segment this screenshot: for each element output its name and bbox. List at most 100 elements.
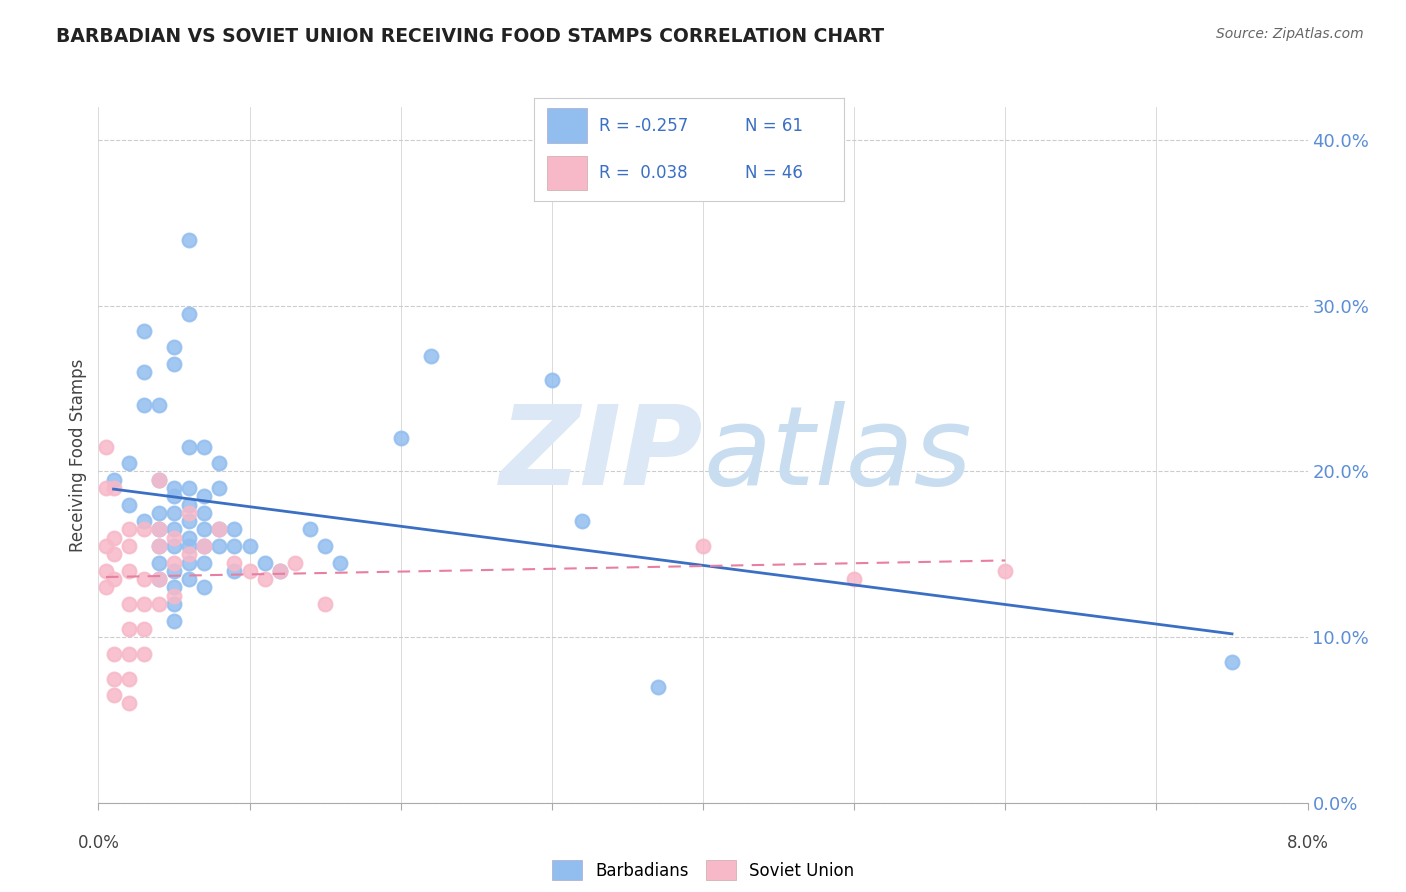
Point [314, 597, 336, 611]
Point [193, 581, 215, 595]
Text: N = 61: N = 61 [745, 117, 803, 135]
FancyBboxPatch shape [547, 108, 586, 144]
Point [132, 647, 155, 661]
Point [224, 564, 246, 578]
Point [224, 539, 246, 553]
Point [148, 539, 170, 553]
Point [239, 539, 262, 553]
Point [132, 324, 155, 338]
Point [179, 514, 201, 528]
Point [132, 597, 155, 611]
Point [193, 506, 215, 520]
Point [1220, 655, 1243, 669]
Point [179, 481, 201, 495]
Point [148, 597, 170, 611]
Point [179, 233, 201, 247]
Point [844, 572, 866, 586]
Point [193, 523, 215, 537]
Point [163, 614, 186, 628]
Point [118, 647, 141, 661]
Text: BARBADIAN VS SOVIET UNION RECEIVING FOOD STAMPS CORRELATION CHART: BARBADIAN VS SOVIET UNION RECEIVING FOOD… [56, 27, 884, 45]
Point [208, 539, 231, 553]
Point [103, 547, 125, 561]
Y-axis label: Receiving Food Stamps: Receiving Food Stamps [69, 359, 87, 551]
Point [118, 523, 141, 537]
Point [179, 572, 201, 586]
Point [224, 523, 246, 537]
Point [103, 473, 125, 487]
Text: atlas: atlas [703, 401, 972, 508]
Point [179, 498, 201, 512]
Point [994, 564, 1017, 578]
Point [103, 531, 125, 545]
Point [148, 398, 170, 412]
Point [647, 680, 669, 694]
Point [94, 539, 117, 553]
Point [540, 373, 562, 387]
Point [118, 597, 141, 611]
Point [163, 489, 186, 503]
Point [163, 357, 186, 371]
Point [118, 672, 141, 686]
Point [148, 539, 170, 553]
Point [148, 473, 170, 487]
Point [118, 622, 141, 636]
Text: 0.0%: 0.0% [77, 834, 120, 852]
Point [163, 523, 186, 537]
Text: R =  0.038: R = 0.038 [599, 164, 688, 182]
Point [389, 431, 412, 445]
Point [571, 514, 593, 528]
Point [103, 572, 125, 586]
Point [419, 349, 441, 363]
Point [148, 572, 170, 586]
Point [94, 564, 117, 578]
Point [179, 440, 201, 454]
Point [163, 481, 186, 495]
Point [253, 556, 276, 570]
Point [329, 556, 352, 570]
Point [193, 440, 215, 454]
Point [239, 564, 262, 578]
Point [148, 523, 170, 537]
Point [179, 506, 201, 520]
Point [163, 581, 186, 595]
Point [208, 523, 231, 537]
Point [132, 365, 155, 379]
Point [193, 539, 215, 553]
Point [103, 481, 125, 495]
Point [103, 672, 125, 686]
Point [148, 572, 170, 586]
Point [193, 489, 215, 503]
Point [163, 506, 186, 520]
Point [163, 539, 186, 553]
Point [148, 523, 170, 537]
Point [94, 581, 117, 595]
Point [163, 564, 186, 578]
Point [284, 556, 307, 570]
Point [118, 697, 141, 711]
Point [94, 440, 117, 454]
Point [253, 572, 276, 586]
Point [179, 539, 201, 553]
Point [118, 456, 141, 470]
Point [163, 597, 186, 611]
Point [163, 556, 186, 570]
Point [314, 539, 336, 553]
Point [269, 564, 291, 578]
Point [269, 564, 291, 578]
Point [148, 556, 170, 570]
Point [94, 481, 117, 495]
Point [132, 514, 155, 528]
Point [208, 481, 231, 495]
Text: R = -0.257: R = -0.257 [599, 117, 689, 135]
Point [103, 647, 125, 661]
Point [179, 547, 201, 561]
Text: 8.0%: 8.0% [1286, 834, 1329, 852]
Point [692, 539, 714, 553]
Point [163, 531, 186, 545]
Text: Source: ZipAtlas.com: Source: ZipAtlas.com [1216, 27, 1364, 41]
Point [118, 539, 141, 553]
Point [193, 556, 215, 570]
Point [179, 531, 201, 545]
Point [103, 688, 125, 702]
